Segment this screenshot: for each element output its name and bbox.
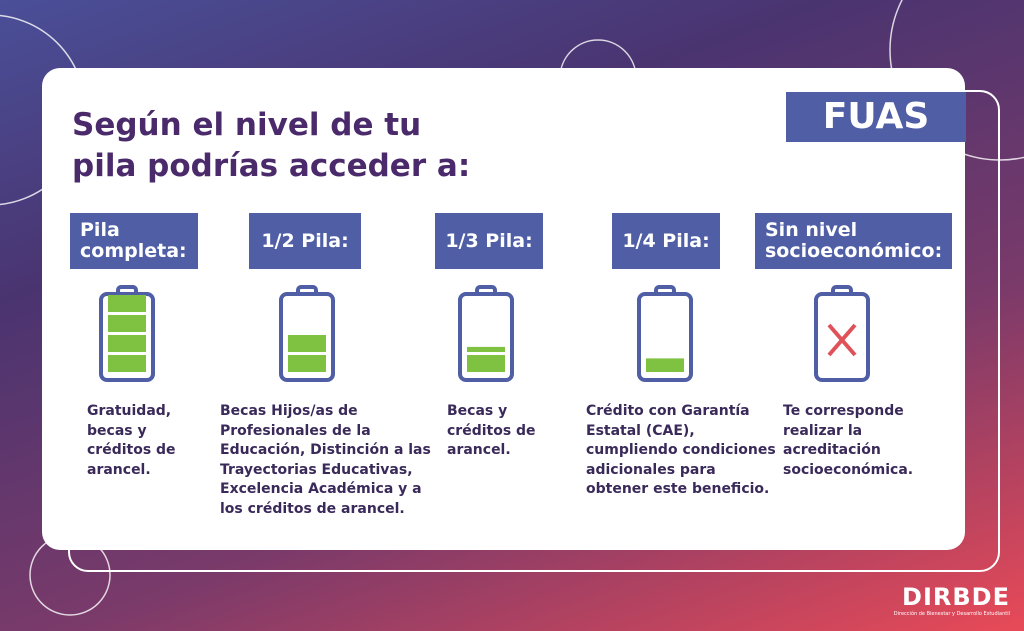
description-line: Excelencia Académica y a: [220, 481, 422, 497]
column-description: Te corresponde realizar la acreditación soc…: [783, 402, 913, 480]
title-line: pila podrías acceder a:: [72, 148, 471, 184]
header-line: 1/3 Pila:: [445, 229, 533, 252]
description-line: realizar la: [783, 422, 863, 439]
badge: FUAS: [786, 92, 966, 142]
description-line: cumpliendo condiciones: [586, 442, 776, 458]
header-line: Pila: [80, 219, 120, 241]
column-description: Becas y créditos de arancel.: [447, 402, 536, 461]
battery-level: [108, 315, 146, 332]
battery-cross: [827, 323, 857, 357]
battery-level: [108, 355, 146, 372]
header-line: Sin nivel: [765, 219, 858, 241]
column-description: Gratuidad, becas y créditos de arancel.: [87, 402, 176, 480]
description-line: Gratuidad,: [87, 403, 172, 419]
title-line: Según el nivel de tu: [72, 107, 422, 143]
description-line: los créditos de arancel.: [220, 500, 405, 517]
column-header: 1/2 Pila:: [249, 213, 361, 269]
logo-text: DIRBDE: [902, 583, 1010, 611]
description-line: adicionales para: [586, 461, 716, 478]
description-line: Profesionales de la: [220, 422, 371, 439]
description-line: créditos de: [447, 422, 536, 439]
battery-level: [467, 355, 505, 372]
header-line: 1/4 Pila:: [622, 229, 710, 252]
header-line: completa:: [80, 240, 187, 262]
column-description: Crédito con Garantía Estatal (CAE), cumpli…: [586, 402, 776, 500]
description-line: Te corresponde: [783, 403, 904, 419]
column-description: Becas Hijos/as de Profesionales de la Educ…: [220, 402, 431, 519]
description-line: créditos de: [87, 442, 176, 458]
description-line: obtener este beneficio.: [586, 481, 770, 497]
description-line: socioeconómica.: [783, 461, 914, 478]
header-line: socioeconómico:: [765, 240, 943, 262]
description-line: Becas Hijos/as de: [220, 403, 358, 419]
description-line: Educación, Distinción a las: [220, 442, 431, 458]
logo-subtitle: Dirección de Bienestar y Desarrollo Estu…: [893, 611, 1010, 617]
description-line: acreditación: [783, 442, 881, 458]
column-header: Sin nivel socioeconómico:: [755, 213, 952, 269]
column-header: Pila completa:: [70, 213, 198, 269]
description-line: becas y: [87, 422, 147, 439]
description-line: arancel.: [87, 461, 151, 478]
battery-level: [288, 335, 326, 352]
description-line: Becas y: [447, 403, 508, 419]
column-header: 1/3 Pila:: [435, 213, 543, 269]
description-line: Crédito con Garantía: [586, 403, 750, 419]
description-line: Trayectorias Educativas,: [220, 461, 413, 478]
battery-level: [288, 355, 326, 372]
battery-level: [108, 295, 146, 312]
description-line: arancel.: [447, 442, 511, 458]
description-line: Estatal (CAE),: [586, 422, 695, 439]
battery-level: [108, 335, 146, 352]
logo: DIRBDE Dirección de Bienestar y Desarrol…: [894, 583, 1010, 617]
column-header: 1/4 Pila:: [612, 213, 720, 269]
header-line: 1/2 Pila:: [261, 229, 349, 252]
battery-level: [646, 358, 684, 372]
title: Según el nivel de tu pila podrías accede…: [72, 105, 470, 187]
battery-level: [467, 346, 505, 352]
